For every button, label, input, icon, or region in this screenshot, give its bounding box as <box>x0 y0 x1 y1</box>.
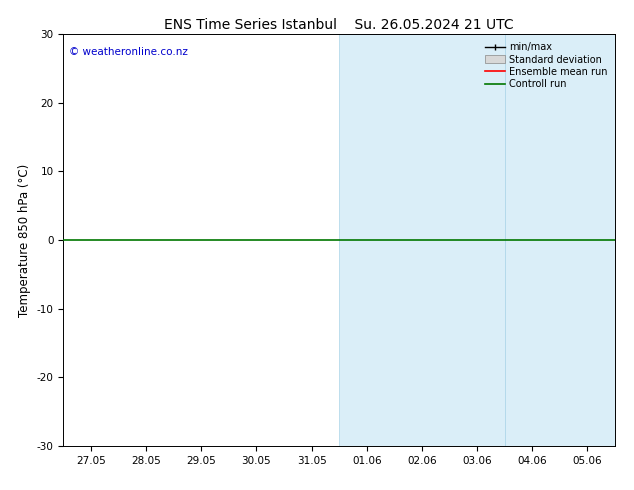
Y-axis label: Temperature 850 hPa (°C): Temperature 850 hPa (°C) <box>18 164 31 317</box>
Bar <box>505 34 615 446</box>
Text: © weatheronline.co.nz: © weatheronline.co.nz <box>69 47 188 57</box>
Bar <box>339 34 505 446</box>
Legend: min/max, Standard deviation, Ensemble mean run, Controll run: min/max, Standard deviation, Ensemble me… <box>482 39 610 92</box>
Title: ENS Time Series Istanbul    Su. 26.05.2024 21 UTC: ENS Time Series Istanbul Su. 26.05.2024 … <box>164 18 514 32</box>
